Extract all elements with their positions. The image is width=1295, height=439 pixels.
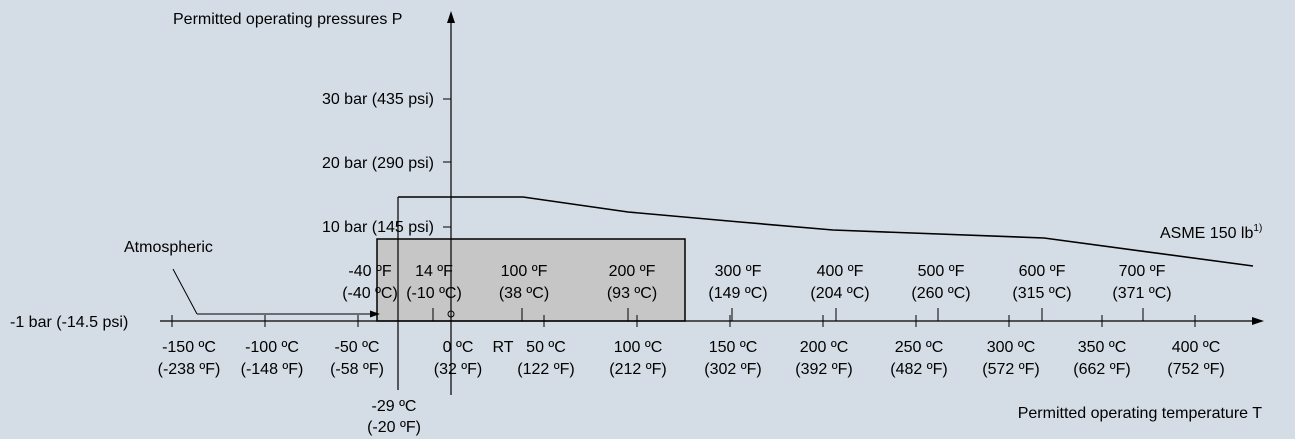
min-temp-f: (-20 ºF)	[367, 419, 421, 436]
fahrenheit-equivalent-label: (-238 ºF)	[158, 361, 221, 378]
fahrenheit-equivalent-label: (-58 ºF)	[330, 361, 384, 378]
celsius-equivalent-label: (-10 ºC)	[406, 285, 462, 302]
celsius-equivalent-label: (204 ºC)	[810, 285, 869, 302]
fahrenheit-tick-label: 200 ºF	[609, 263, 656, 280]
celsius-tick-label: -50 ºC	[335, 339, 380, 356]
pressure-label-20bar: 20 bar (290 psi)	[322, 155, 434, 172]
pressure-label-30bar: 30 bar (435 psi)	[322, 91, 434, 108]
fahrenheit-tick-label: -40 ºF	[348, 263, 391, 280]
pressure-axis-arrow	[447, 11, 455, 23]
celsius-tick-labels: -150 ºC (-238 ºF) -100 ºC (-148 ºF) -50 ºC (-…	[158, 339, 1225, 378]
fahrenheit-tick-label: 500 ºF	[918, 263, 965, 280]
asme-label: ASME 150 lb1)	[1160, 223, 1262, 242]
celsius-equivalent-label: (149 ºC)	[708, 285, 767, 302]
celsius-tick-label: 200 ºC	[800, 339, 849, 356]
atmospheric-label: Atmospheric	[124, 239, 213, 256]
min-temp-c: -29 ºC	[372, 398, 417, 415]
celsius-tick-label: -150 ºC	[162, 339, 216, 356]
celsius-tick-label: 150 ºC	[709, 339, 758, 356]
pressure-label-10bar: 10 bar (145 psi)	[322, 219, 434, 236]
fahrenheit-tick-label: 300 ºF	[715, 263, 762, 280]
fahrenheit-equivalent-label: (662 ºF)	[1073, 361, 1130, 378]
fahrenheit-tick-labels: -40 ºF (-40 ºC) 14 ºF (-10 ºC) 100 ºF (38 ºC)…	[342, 263, 1171, 302]
fahrenheit-tick-label: 100 ºF	[501, 263, 548, 280]
celsius-equivalent-label: (260 ºC)	[911, 285, 970, 302]
fahrenheit-equivalent-label: (572 ºF)	[982, 361, 1039, 378]
origin-marker	[447, 310, 455, 318]
fahrenheit-tick-label: 600 ºF	[1019, 263, 1066, 280]
temperature-axis-arrow	[1252, 317, 1264, 325]
atmospheric-leader	[172, 268, 198, 315]
celsius-tick-label: 100 ºC	[614, 339, 663, 356]
rt-label: RT	[492, 339, 513, 356]
atmospheric-arrow	[370, 310, 380, 318]
fahrenheit-equivalent-label: (122 ºF)	[517, 361, 574, 378]
fahrenheit-tick-label: 400 ºF	[817, 263, 864, 280]
celsius-equivalent-label: (371 ºC)	[1112, 285, 1171, 302]
celsius-tick-label: 0 ºC	[443, 339, 474, 356]
celsius-equivalent-label: (315 ºC)	[1012, 285, 1071, 302]
pressure-label-minus1bar: -1 bar (-14.5 psi)	[10, 314, 128, 331]
celsius-tick-label: -100 ºC	[245, 339, 299, 356]
fahrenheit-equivalent-label: (32 ºF)	[434, 361, 483, 378]
celsius-tick-label: 400 ºC	[1172, 339, 1221, 356]
operating-range-box	[376, 238, 686, 322]
celsius-tick-label: 350 ºC	[1078, 339, 1127, 356]
celsius-tick-label: 50 ºC	[526, 339, 566, 356]
asme-footnote: 1)	[1253, 223, 1262, 234]
fahrenheit-equivalent-label: (752 ºF)	[1167, 361, 1224, 378]
fahrenheit-tick-label: 700 ºF	[1119, 263, 1166, 280]
celsius-equivalent-label: (93 ºC)	[607, 285, 657, 302]
fahrenheit-equivalent-label: (-148 ºF)	[241, 361, 304, 378]
fahrenheit-tick-label: 14 ºF	[415, 263, 453, 280]
celsius-equivalent-label: (38 ºC)	[499, 285, 549, 302]
fahrenheit-equivalent-label: (392 ºF)	[795, 361, 852, 378]
asme-150lb-curve	[398, 196, 1254, 267]
x-axis-title: Permitted operating temperature T	[1018, 405, 1263, 422]
celsius-tick-label: 300 ºC	[987, 339, 1036, 356]
fahrenheit-equivalent-label: (482 ºF)	[890, 361, 947, 378]
fahrenheit-equivalent-label: (212 ºF)	[609, 361, 666, 378]
celsius-tick-label: 250 ºC	[895, 339, 944, 356]
y-axis-title: Permitted operating pressures P	[173, 11, 402, 28]
celsius-equivalent-label: (-40 ºC)	[342, 285, 398, 302]
fahrenheit-equivalent-label: (302 ºF)	[704, 361, 761, 378]
